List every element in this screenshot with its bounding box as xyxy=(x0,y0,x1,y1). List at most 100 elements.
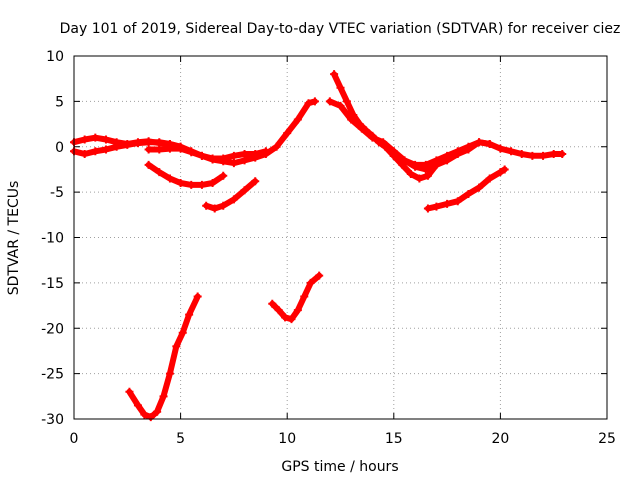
data-point xyxy=(155,145,164,154)
series-arc-5 xyxy=(202,177,260,213)
data-point xyxy=(421,160,430,169)
data-point xyxy=(229,159,238,168)
data-point xyxy=(432,156,441,165)
series-arc-10 xyxy=(389,138,494,169)
data-point xyxy=(197,180,206,189)
data-point xyxy=(325,97,334,106)
y-tick-label: -5 xyxy=(50,185,64,201)
y-tick-label: 10 xyxy=(46,49,64,65)
series-arc-11 xyxy=(423,165,509,213)
data-point xyxy=(261,150,270,159)
data-point xyxy=(432,202,441,211)
data-point xyxy=(251,153,260,162)
data-point xyxy=(159,392,168,401)
data-point xyxy=(80,150,89,159)
x-axis-label: GPS time / hours xyxy=(281,459,398,475)
data-point xyxy=(315,271,324,280)
data-point xyxy=(91,133,100,142)
data-point xyxy=(208,155,217,164)
data-point xyxy=(500,165,509,174)
data-point xyxy=(268,299,277,308)
y-tick-label: -10 xyxy=(41,231,64,247)
data-point xyxy=(549,150,558,159)
data-point xyxy=(406,169,415,178)
data-point xyxy=(342,97,351,106)
data-point xyxy=(415,174,424,183)
data-point xyxy=(101,145,110,154)
data-point xyxy=(379,138,388,147)
data-point xyxy=(485,140,494,149)
data-point xyxy=(133,139,142,148)
y-axis-label: SDTVAR / TECUs xyxy=(6,181,22,296)
data-point xyxy=(165,144,174,153)
data-point xyxy=(210,204,219,213)
data-point xyxy=(123,140,132,149)
data-point xyxy=(229,151,238,160)
series-line xyxy=(390,139,493,168)
series-line xyxy=(269,272,323,323)
data-point xyxy=(274,306,283,315)
data-point xyxy=(176,144,185,153)
data-point xyxy=(144,138,153,147)
data-point xyxy=(112,142,121,151)
x-tick-label: 25 xyxy=(598,431,616,447)
data-point xyxy=(304,99,313,108)
data-point xyxy=(475,138,484,147)
data-point xyxy=(368,133,377,142)
x-tick-label: 20 xyxy=(491,431,509,447)
series-arc-7 xyxy=(268,271,324,324)
data-point xyxy=(300,292,309,301)
data-point xyxy=(125,387,134,396)
data-point xyxy=(178,328,187,337)
data-point xyxy=(165,369,174,378)
y-tick-label: -15 xyxy=(41,276,64,292)
data-point xyxy=(293,306,302,315)
data-point xyxy=(144,160,153,169)
data-point xyxy=(272,142,281,151)
data-point xyxy=(208,179,217,188)
y-tick-label: -25 xyxy=(41,367,64,383)
data-point xyxy=(507,147,516,156)
series-arc-6 xyxy=(125,292,202,422)
data-point xyxy=(283,129,292,138)
data-point xyxy=(347,115,356,124)
data-point xyxy=(306,278,315,287)
series-arc-2 xyxy=(70,138,185,159)
data-point xyxy=(496,144,505,153)
data-point xyxy=(517,150,526,159)
y-tick-label: 0 xyxy=(55,140,64,156)
ticks: 0 5 10 15 20 25 -30 -25 -20 -15 -10 -5 0 5 10 xyxy=(41,49,616,447)
data-point xyxy=(443,151,452,160)
data-point xyxy=(187,148,196,157)
series-arc-3 xyxy=(144,97,319,168)
data-point xyxy=(80,135,89,144)
data-point xyxy=(400,156,409,165)
data-point xyxy=(193,292,202,301)
data-point xyxy=(539,151,548,160)
y-tick-label: 5 xyxy=(55,94,64,110)
data-point xyxy=(464,189,473,198)
data-point xyxy=(101,135,110,144)
data-point xyxy=(310,97,319,106)
data-point xyxy=(389,151,398,160)
data-point xyxy=(140,410,149,419)
series-arc-4 xyxy=(144,160,228,189)
data-point xyxy=(240,186,249,195)
grid xyxy=(74,56,607,419)
data-point xyxy=(185,310,194,319)
data-point xyxy=(176,179,185,188)
x-tick-label: 10 xyxy=(278,431,296,447)
data-point xyxy=(411,160,420,169)
data-point xyxy=(133,401,142,410)
data-point xyxy=(251,177,260,186)
data-point xyxy=(219,157,228,166)
series-layer xyxy=(70,70,567,422)
data-point xyxy=(453,147,462,156)
data-point xyxy=(453,197,462,206)
data-point xyxy=(229,195,238,204)
data-point xyxy=(144,145,153,154)
data-point xyxy=(336,83,345,92)
series-line xyxy=(424,166,508,212)
data-point xyxy=(357,124,366,133)
y-tick-label: -20 xyxy=(41,321,64,337)
